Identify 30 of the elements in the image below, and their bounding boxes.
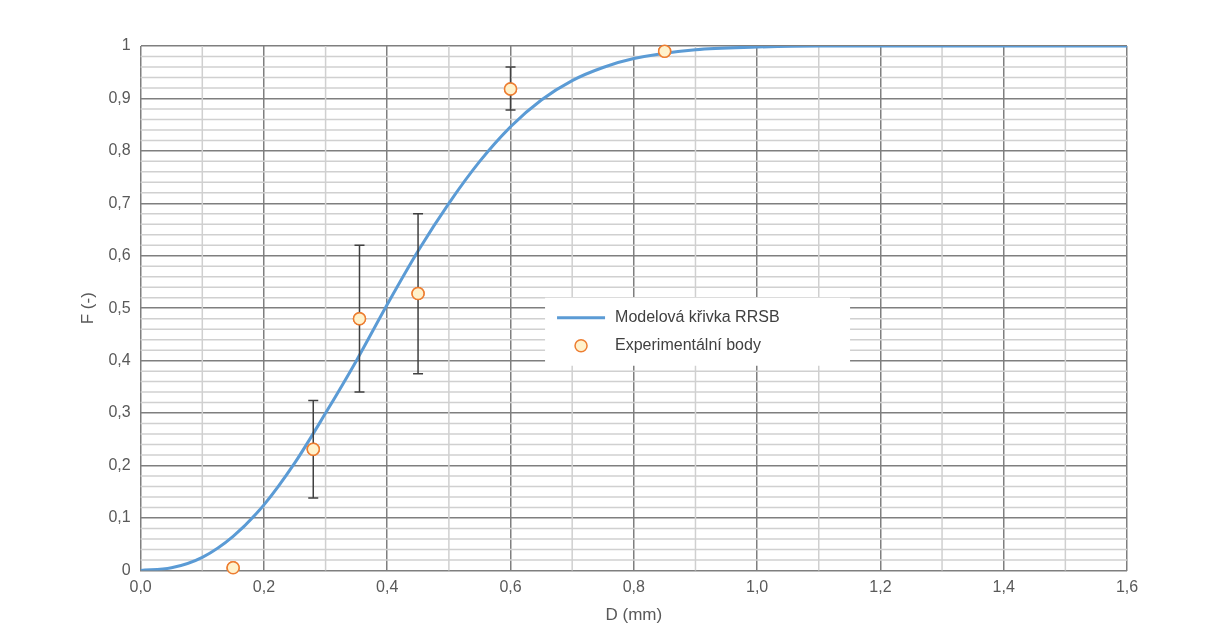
x-tick-label: 1,6 [1115, 578, 1139, 596]
y-tick-label: 0,5 [108, 298, 131, 316]
line-series [140, 46, 1127, 571]
point [306, 442, 321, 457]
y-tick-label: 0,6 [108, 246, 131, 264]
point [352, 311, 367, 326]
legend-label: Modelová křivka RRSB [615, 308, 780, 326]
y-tick-label: 0,3 [108, 403, 131, 421]
x-axis-title: D (mm) [605, 605, 663, 625]
y-tick-label: 0,7 [108, 193, 131, 211]
y-tick-label: 0,2 [108, 455, 131, 473]
y-tick-label: 0,9 [108, 88, 131, 106]
x-tick-label: 0,2 [252, 578, 276, 596]
point [411, 286, 425, 301]
y-tick-label: 0 [121, 560, 131, 578]
y-tick-label: 0,1 [108, 508, 131, 526]
x-tick-label: 0,4 [376, 578, 399, 596]
x-tick-label: 0,0 [129, 578, 152, 596]
x-tick-label: 0,6 [499, 578, 522, 596]
x-tick-label: 1,4 [992, 578, 1015, 596]
y-tick-label: 1 [121, 36, 131, 54]
legend-label: Experimentální body [615, 336, 761, 354]
point [503, 82, 518, 96]
x-tick-label: 1,2 [869, 578, 892, 596]
y-axis-title: F (-) [77, 292, 97, 325]
x-tick-label: 1,0 [745, 578, 769, 596]
x-tick-label: 0,8 [622, 578, 646, 596]
y-tick-label: 0,4 [108, 351, 131, 369]
point [226, 561, 240, 575]
y-tick-label: 0,8 [108, 141, 131, 159]
